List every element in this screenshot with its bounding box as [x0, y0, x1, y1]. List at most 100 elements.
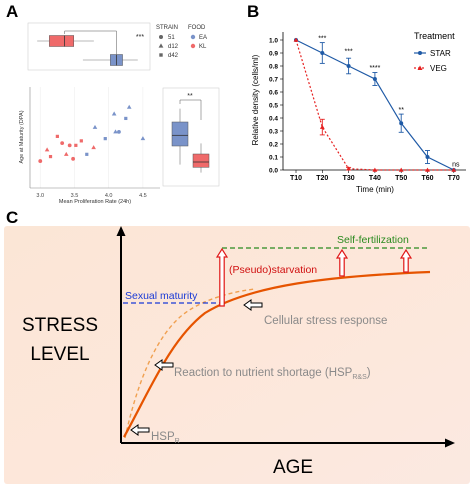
scatter-point [79, 139, 83, 143]
cellular-stress-label: Cellular stress response [264, 315, 387, 327]
significance-label: **** [369, 65, 380, 72]
scatter-point [140, 136, 146, 141]
series-veg-point [319, 124, 325, 129]
starvation-arrow-1-icon [215, 247, 229, 307]
legend-veg-marker [417, 65, 423, 70]
cellular-stress-arrow-icon [243, 299, 263, 311]
side-boxplot-box [192, 153, 210, 168]
nutrient-shortage-label-suffix: ) [367, 367, 371, 379]
y-axis-arrow-icon [116, 226, 126, 236]
hsp-label: HSPR [151, 431, 180, 445]
x-tick-label: 3.0 [36, 193, 44, 199]
sexual-maturity-dashed-curve [124, 288, 256, 439]
significance-label: ** [398, 107, 404, 114]
scatter-point [55, 134, 59, 138]
boxplot-box [49, 35, 74, 47]
y-tick-label: 0.2 [269, 141, 278, 148]
scatter-point [126, 104, 132, 109]
hsp-label-subscript: R [175, 438, 180, 445]
series-veg-point [398, 167, 404, 172]
series-star-point [372, 77, 377, 81]
scatter-point [85, 152, 89, 156]
series-veg-point [425, 167, 430, 172]
panel-label-c: C [6, 208, 19, 227]
side-boxplot-box [171, 121, 189, 147]
y-axis-title: Relative density (cells/ml) [251, 54, 260, 145]
top-boxplot-sig: *** [136, 34, 144, 41]
nutrient-shortage-arrow-icon [154, 359, 174, 371]
scatter-point [74, 143, 78, 147]
legend-food-title: FOOD [188, 25, 206, 31]
y-tick-label: 0.4 [269, 115, 278, 122]
x-tick-label: T10 [290, 175, 302, 182]
x-axis-title: Time (min) [356, 185, 394, 194]
self-fertilization-label: Self-fertilization [337, 234, 409, 246]
scatter-point [113, 129, 118, 134]
scatter-point [48, 154, 53, 159]
y-axis-title-line2: LEVEL [30, 344, 89, 365]
hsp-label-text: HSP [151, 431, 175, 443]
y-tick-label: 0.8 [269, 63, 278, 70]
legend-food-KL-label: KL [199, 44, 207, 50]
legend-title: Treatment [414, 31, 455, 41]
x-tick-label: T20 [316, 175, 328, 182]
pseudo-starvation-label: (Pseudo)starvation [229, 264, 317, 276]
y-tick-label: 0.9 [269, 50, 278, 57]
y-tick-label: 0.0 [269, 167, 278, 174]
scatter-plot-area [30, 87, 160, 188]
y-tick-label: 0.5 [269, 102, 278, 109]
scatter-point [67, 143, 72, 148]
x-axis-arrow-icon [445, 438, 455, 448]
y-tick-label: 0.6 [269, 89, 278, 96]
x-tick-label: T60 [421, 175, 433, 182]
legend-strain-d42-marker [159, 53, 163, 57]
series-star-point [346, 64, 351, 68]
x-tick-label: 4.0 [105, 193, 113, 199]
significance-label: ns [452, 161, 460, 168]
y-tick-label: 0.1 [269, 154, 278, 161]
x-tick-label: T50 [395, 175, 407, 182]
scatter-point [91, 145, 96, 150]
significance-label: *** [345, 48, 353, 55]
x-tick-label: T40 [369, 175, 381, 182]
top-boxplot-frame [27, 22, 151, 71]
panel-label-b: B [247, 2, 260, 21]
y-axis-title-line1: STRESS [22, 315, 98, 336]
x-tick-label: 4.5 [139, 193, 147, 199]
series-veg-point [372, 167, 378, 172]
starvation-arrow-2-icon [335, 248, 349, 277]
y-tick-label: 0.3 [269, 128, 278, 135]
scatter-point [44, 147, 50, 152]
legend-star-label: STAR [430, 49, 451, 58]
legend-food-EA-label: EA [199, 35, 207, 41]
scatter-point [92, 124, 98, 129]
series-star-point [399, 121, 404, 126]
significance-label: *** [318, 35, 326, 42]
nutrient-shortage-label-subscript: R&S [352, 374, 367, 381]
legend-food-EA-marker [190, 34, 196, 40]
legend-food-KL-marker [190, 43, 196, 49]
x-tick-label: T70 [448, 175, 460, 182]
legend-strain-d42-label: d42 [168, 53, 179, 59]
series-star-point [425, 155, 430, 159]
stress-curve [123, 270, 431, 438]
scatter-point [60, 141, 65, 146]
hsp-arrow-icon [130, 424, 150, 436]
legend-strain-title: STRAIN [156, 25, 178, 31]
series-veg-point [451, 167, 457, 172]
sexual-maturity-label: Sexual maturity [125, 290, 198, 302]
side-boxplot-sig: ** [187, 93, 193, 100]
scatter-point [124, 116, 128, 121]
y-tick-label: 1.0 [269, 37, 278, 44]
x-axis-title: AGE [273, 457, 313, 478]
scatter-point [71, 156, 76, 161]
legend-strain-d12-marker [158, 43, 164, 48]
y-tick-label: 0.7 [269, 76, 278, 83]
series-veg-point [346, 166, 351, 171]
legend-strain-51-label: 51 [168, 35, 175, 41]
x-tick-label: 3.5 [71, 193, 79, 199]
scatter-point [38, 159, 43, 163]
